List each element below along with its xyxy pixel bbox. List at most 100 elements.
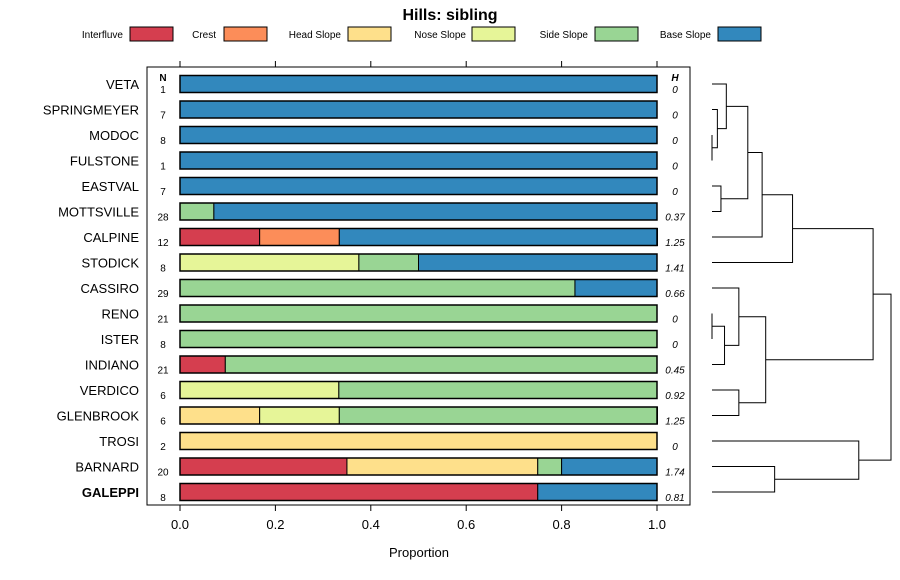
n-value: 2 bbox=[160, 442, 166, 453]
bar-segment bbox=[179, 355, 226, 374]
bar-row: VERDICO 6 0.92 bbox=[80, 380, 685, 402]
bar-row: GLENBROOK 6 1.25 bbox=[57, 406, 685, 428]
n-value: 12 bbox=[157, 238, 169, 249]
row-label: VETA bbox=[106, 77, 139, 92]
h-value: 1.25 bbox=[665, 238, 685, 249]
n-value: 20 bbox=[157, 468, 169, 479]
bar-outline bbox=[179, 125, 658, 145]
n-value: 21 bbox=[157, 366, 169, 377]
n-value: 6 bbox=[160, 417, 166, 428]
bar-row: BARNARD 20 1.74 bbox=[75, 457, 685, 479]
bar-outline bbox=[179, 100, 658, 119]
h-value: 1.41 bbox=[665, 264, 684, 275]
h-value: 0.81 bbox=[665, 493, 684, 504]
bar-segment bbox=[179, 202, 215, 221]
row-label: MOTTSVILLE bbox=[58, 205, 139, 220]
bar-outline bbox=[179, 329, 658, 349]
h-value: 0 bbox=[672, 187, 678, 198]
bar-row: CASSIRO 29 0.66 bbox=[80, 278, 685, 300]
legend-swatch-interfluve bbox=[129, 26, 174, 42]
bar-outline bbox=[179, 406, 658, 425]
row-label: GALEPPI bbox=[82, 485, 139, 500]
row-label: EASTVAL bbox=[81, 179, 139, 194]
bar-outline bbox=[179, 304, 658, 323]
bar-segment bbox=[537, 483, 658, 501]
bar-segment bbox=[179, 75, 658, 93]
bar-row: INDIANO 21 0.45 bbox=[85, 355, 685, 377]
bar-row: CALPINE 12 1.25 bbox=[83, 227, 685, 249]
legend: Interfluve Crest Head Slope Nose Slope Side … bbox=[82, 26, 762, 42]
bar-segment bbox=[338, 406, 658, 425]
row-label: GLENBROOK bbox=[57, 409, 140, 424]
bar-outline bbox=[179, 151, 658, 170]
bar-segment bbox=[179, 279, 576, 297]
dendrogram bbox=[711, 83, 892, 493]
bar-row: FULSTONE 1 0 bbox=[70, 151, 678, 173]
legend-swatch-crest bbox=[223, 26, 268, 42]
x-tick-label: 0.8 bbox=[553, 517, 571, 532]
dendrogram-link bbox=[712, 109, 718, 149]
legend-swatch-head-slope bbox=[347, 26, 392, 42]
legend-label-head-slope: Head Slope bbox=[289, 30, 342, 41]
row-label: TROSI bbox=[99, 434, 139, 449]
h-value: 0 bbox=[672, 442, 678, 453]
bar-row: MODOC 8 0 bbox=[89, 125, 678, 147]
legend-label-nose-slope: Nose Slope bbox=[414, 30, 466, 41]
bar-outline bbox=[179, 482, 658, 502]
n-value: 6 bbox=[160, 391, 166, 402]
bar-segment bbox=[179, 381, 340, 399]
h-value: 1.74 bbox=[665, 468, 685, 479]
bar-row: SPRINGMEYER 7 0 bbox=[43, 100, 678, 122]
dendrogram-link bbox=[765, 228, 874, 361]
bar-outline bbox=[179, 457, 658, 476]
bar-outline bbox=[179, 74, 658, 94]
bar-segment bbox=[179, 100, 658, 119]
legend-swatch-base-slope bbox=[717, 26, 762, 42]
h-value: 0.66 bbox=[665, 289, 685, 300]
bar-segment bbox=[358, 253, 419, 272]
row-label: CASSIRO bbox=[80, 281, 139, 296]
dendrogram-link bbox=[720, 105, 749, 200]
x-tick-label: 0.0 bbox=[171, 517, 189, 532]
dendrogram-link bbox=[712, 325, 726, 365]
bar-segment bbox=[179, 406, 261, 425]
legend-label-side-slope: Side Slope bbox=[540, 30, 589, 41]
bar-segment bbox=[179, 304, 658, 323]
bar-rows: VETA 1 0 SPRINGMEYER 7 0 MODOC 8 0 FULSTONE 1 0 EAST… bbox=[43, 74, 685, 504]
h-value: 0 bbox=[672, 315, 678, 326]
bar-outline bbox=[179, 176, 658, 196]
n-value: 1 bbox=[160, 162, 166, 173]
dendrogram-link bbox=[738, 316, 767, 404]
x-axis-title: Proportion bbox=[389, 545, 449, 560]
n-value: 8 bbox=[160, 340, 166, 351]
bar-row: TROSI 2 0 bbox=[99, 431, 678, 453]
bar-row: ISTER 8 0 bbox=[101, 329, 678, 351]
bar-segment bbox=[338, 381, 658, 399]
n-value: 7 bbox=[160, 187, 166, 198]
bar-row: STODICK 8 1.41 bbox=[81, 253, 685, 275]
x-tick-label: 1.0 bbox=[648, 517, 666, 532]
bar-row: EASTVAL 7 0 bbox=[81, 176, 678, 198]
h-value: 0 bbox=[672, 340, 678, 351]
n-value: 8 bbox=[160, 264, 166, 275]
row-label: RENO bbox=[101, 307, 139, 322]
legend-swatch-side-slope bbox=[594, 26, 639, 42]
bar-row: GALEPPI 8 0.81 bbox=[82, 482, 685, 504]
dendrogram-link bbox=[712, 185, 722, 212]
x-tick-label: 0.2 bbox=[266, 517, 284, 532]
legend-label-interfluve: Interfluve bbox=[82, 30, 124, 41]
bar-segment bbox=[259, 406, 340, 425]
dendrogram-link bbox=[712, 440, 860, 480]
row-label: STODICK bbox=[81, 256, 139, 271]
bar-segment bbox=[418, 253, 658, 272]
bar-segment bbox=[224, 355, 658, 374]
legend-label-crest: Crest bbox=[192, 30, 216, 41]
n-value: 28 bbox=[157, 213, 169, 224]
bar-segment bbox=[179, 177, 658, 195]
n-value: 7 bbox=[160, 111, 166, 122]
dendrogram-link bbox=[712, 389, 740, 416]
n-value: 21 bbox=[157, 315, 169, 326]
h-value: 0.45 bbox=[665, 366, 685, 377]
h-value: 0.37 bbox=[665, 213, 685, 224]
